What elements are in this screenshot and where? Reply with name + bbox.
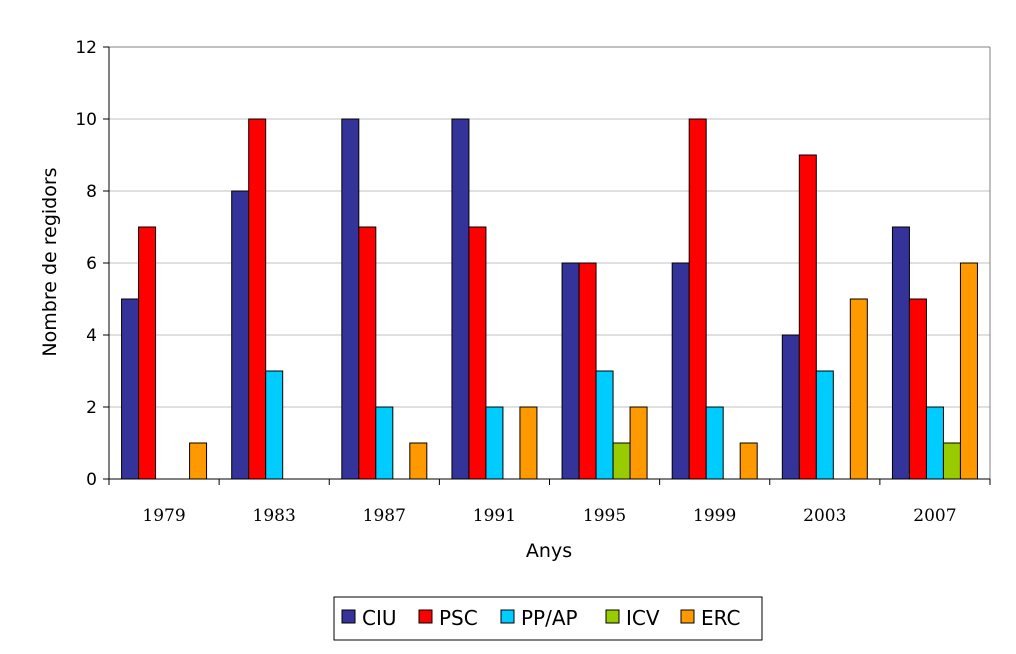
x-tick-label: 1995 <box>583 506 626 526</box>
bar-icv <box>612 442 631 480</box>
y-tick-label: 10 <box>75 110 97 130</box>
bar-erc <box>629 406 648 480</box>
bar-ciu <box>561 262 580 480</box>
bars <box>121 118 978 480</box>
bar-pp-ap <box>925 406 944 480</box>
bar-ciu <box>671 262 690 480</box>
bar-erc <box>189 442 208 480</box>
bar-erc <box>519 406 538 480</box>
legend-swatch <box>418 609 433 624</box>
bar-ciu <box>891 226 910 480</box>
bar-pp-ap <box>485 406 504 480</box>
y-tick-label: 4 <box>86 326 97 346</box>
bar-erc <box>849 298 868 480</box>
bar-psc <box>578 262 597 480</box>
bar-erc <box>739 442 758 480</box>
y-tick-label: 2 <box>86 398 97 418</box>
bar-ciu <box>121 298 140 480</box>
legend-swatch <box>341 609 356 624</box>
bar-pp-ap <box>595 370 614 480</box>
y-tick-label: 12 <box>75 38 97 58</box>
bar-psc <box>248 118 267 480</box>
bar-pp-ap <box>375 406 394 480</box>
bar-psc <box>468 226 487 480</box>
y-tick-label: 0 <box>86 470 97 490</box>
legend-swatch <box>500 609 515 624</box>
y-tick-labels: 0 2 4 6 8 10 12 <box>75 38 97 490</box>
bar-erc <box>409 442 428 480</box>
bar-psc <box>798 154 817 480</box>
bar-pp-ap <box>265 370 284 480</box>
bar-ciu <box>781 334 800 480</box>
x-tick-label: 2007 <box>913 506 956 526</box>
y-tick-label: 8 <box>86 182 97 202</box>
bar-psc <box>688 118 707 480</box>
bar-psc <box>908 298 927 480</box>
bar-ciu <box>231 190 250 480</box>
x-tick-label: 1983 <box>253 506 296 526</box>
bar-pp-ap <box>705 406 724 480</box>
legend-label: ICV <box>626 606 660 630</box>
legend-label: PSC <box>439 606 478 630</box>
legend-label: PP/AP <box>521 606 578 630</box>
x-tick-label: 1987 <box>363 506 406 526</box>
x-tick-label: 2003 <box>803 506 846 526</box>
y-axis-label: Nombre de regidors <box>39 167 61 356</box>
x-tick-label: 1991 <box>473 506 516 526</box>
bar-ciu <box>341 118 360 480</box>
y-tick-label: 6 <box>86 254 97 274</box>
legend: CIU PSC PP/AP ICV ERC <box>333 596 763 641</box>
bar-icv <box>942 442 961 480</box>
bar-erc <box>959 262 978 480</box>
bar-pp-ap <box>815 370 834 480</box>
legend-swatch <box>680 609 695 624</box>
bar-ciu <box>451 118 470 480</box>
axes <box>103 46 991 485</box>
x-tick-label: 1999 <box>693 506 736 526</box>
bar-psc <box>358 226 377 480</box>
legend-label: ERC <box>701 606 741 630</box>
x-tick-labels: 1979 1983 1987 1991 1995 1999 2003 2007 <box>142 506 956 526</box>
bar-psc <box>138 226 157 480</box>
x-tick-label: 1979 <box>142 506 185 526</box>
legend-label: CIU <box>362 606 397 630</box>
legend-swatch <box>605 609 620 624</box>
x-axis-label: Anys <box>526 540 572 562</box>
